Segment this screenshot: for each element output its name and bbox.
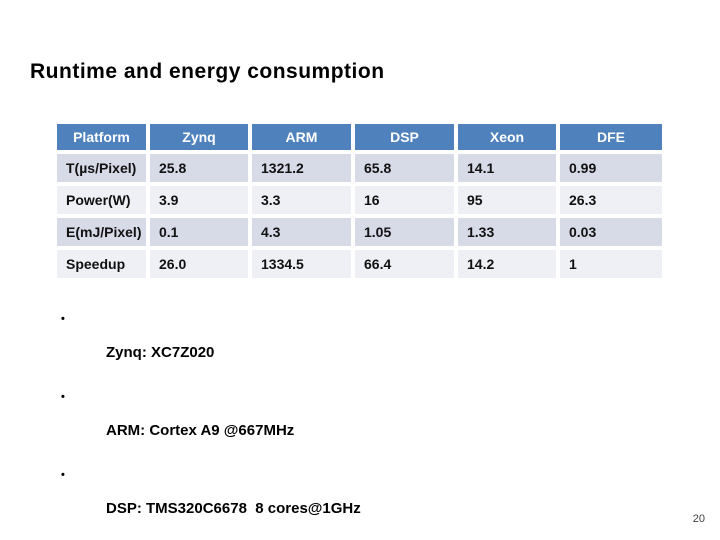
- table-cell: 26.0: [150, 250, 248, 278]
- table-cell: 3.3: [252, 186, 351, 214]
- row-label: Speedup: [57, 250, 146, 278]
- bullet-icon: •: [61, 313, 65, 325]
- table-cell: 66.4: [355, 250, 454, 278]
- table-row-runtime: T(µs/Pixel) 25.8 1321.2 65.8 14.1 0.99: [57, 154, 662, 182]
- note-text: ARM: Cortex A9 @667MHz: [106, 422, 295, 439]
- table-cell: 14.2: [458, 250, 556, 278]
- table-cell: 0.99: [560, 154, 662, 182]
- list-item-arm: • ARM: Cortex A9 @667MHz: [60, 388, 534, 456]
- row-label: E(mJ/Pixel): [57, 218, 146, 246]
- col-header-dsp: DSP: [355, 124, 454, 150]
- table-cell: 26.3: [560, 186, 662, 214]
- table-cell: 25.8: [150, 154, 248, 182]
- table-cell: 1334.5: [252, 250, 351, 278]
- table-cell: 95: [458, 186, 556, 214]
- table-cell: 1.33: [458, 218, 556, 246]
- table-cell: 1.05: [355, 218, 454, 246]
- col-header-xeon: Xeon: [458, 124, 556, 150]
- list-item-dsp: • DSP: TMS320C6678 8 cores@1GHz: [60, 466, 534, 534]
- table-cell: 0.03: [560, 218, 662, 246]
- table-cell: 65.8: [355, 154, 454, 182]
- bullet-icon: •: [61, 469, 65, 481]
- results-table: Platform Zynq ARM DSP Xeon DFE T(µs/Pixe…: [53, 120, 666, 282]
- table-row-energy: E(mJ/Pixel) 0.1 4.3 1.05 1.33 0.03: [57, 218, 662, 246]
- page-number: 20: [692, 513, 705, 525]
- page-title: Runtime and energy consumption: [30, 60, 385, 83]
- note-text: DSP: TMS320C6678 8 cores@1GHz: [106, 500, 361, 517]
- col-header-arm: ARM: [252, 124, 351, 150]
- notes-list: • Zynq: XC7Z020 • ARM: Cortex A9 @667MHz…: [60, 310, 534, 540]
- row-label: Power(W): [57, 186, 146, 214]
- table-cell: 1: [560, 250, 662, 278]
- list-item-zynq: • Zynq: XC7Z020: [60, 310, 534, 378]
- table-header-row: Platform Zynq ARM DSP Xeon DFE: [57, 124, 662, 150]
- note-text: Zynq: XC7Z020: [106, 344, 215, 361]
- table-cell: 3.9: [150, 186, 248, 214]
- table-cell: 16: [355, 186, 454, 214]
- table-cell: 4.3: [252, 218, 351, 246]
- col-header-platform: Platform: [57, 124, 146, 150]
- table-cell: 1321.2: [252, 154, 351, 182]
- table-row-power: Power(W) 3.9 3.3 16 95 26.3: [57, 186, 662, 214]
- col-header-dfe: DFE: [560, 124, 662, 150]
- table-row-speedup: Speedup 26.0 1334.5 66.4 14.2 1: [57, 250, 662, 278]
- bullet-icon: •: [61, 391, 65, 403]
- row-label: T(µs/Pixel): [57, 154, 146, 182]
- table-cell: 0.1: [150, 218, 248, 246]
- col-header-zynq: Zynq: [150, 124, 248, 150]
- table-cell: 14.1: [458, 154, 556, 182]
